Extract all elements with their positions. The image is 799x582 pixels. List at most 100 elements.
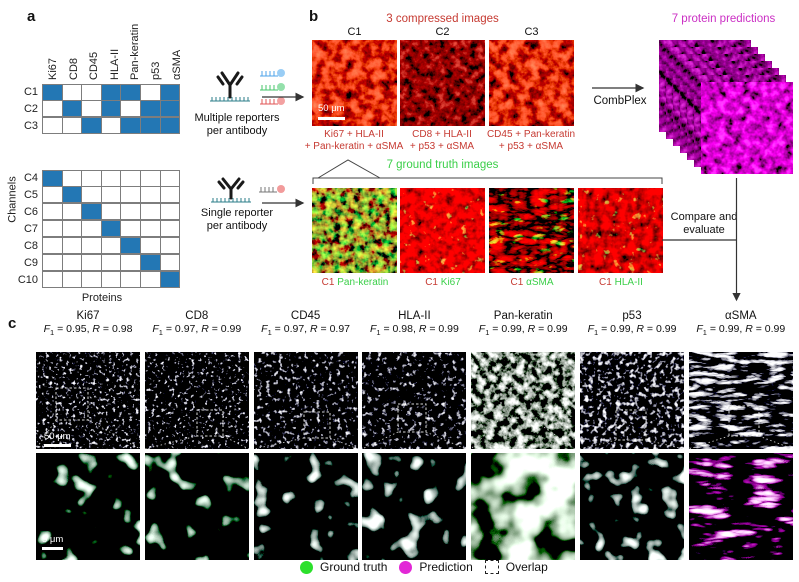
matrix-cell [42, 84, 63, 101]
matrix-cell [81, 254, 102, 271]
channel-label-c3: C3 [524, 26, 539, 38]
matrix-cell [159, 170, 181, 187]
protein-stats: F1 = 0.95, R = 0.98 [43, 323, 133, 338]
matrix-cell [61, 220, 83, 237]
protein-column: CD45 F1 = 0.97, R = 0.97 [253, 310, 358, 572]
matrix-row: C4 [17, 170, 181, 187]
protein-stats: F1 = 0.97, R = 0.97 [261, 323, 351, 338]
protein-column: Ki67 F1 = 0.95, R = 0.98 50 μm 5 μm [36, 310, 140, 572]
channel-label: C4 [23, 172, 38, 184]
inset-box [196, 409, 224, 437]
panel-c-label: c [8, 315, 17, 332]
zoomed-inset-image [580, 453, 684, 560]
matrix-cell [120, 220, 141, 237]
matrix-cell [159, 117, 181, 134]
matrix-cell [159, 84, 181, 101]
matrix-cell [159, 220, 181, 237]
matrix-cell [139, 186, 161, 203]
gt-channel: C1 [321, 277, 335, 288]
protein-axis-label: Pan-keratin [129, 23, 142, 80]
matrix-cell [42, 254, 63, 271]
matrix-cell [42, 186, 63, 203]
compressed-channel-matrix: C1 C2 C3 [17, 84, 181, 135]
matrix-cell [159, 254, 181, 271]
matrix-cell [42, 100, 63, 117]
matrix-cell [100, 100, 122, 117]
matrix-cell [159, 271, 181, 288]
channel-label-c2: C2 [435, 26, 450, 38]
matrix-cell [42, 170, 63, 187]
matrix-cell [139, 117, 161, 134]
overlay-image [471, 352, 576, 449]
matrix-cell [61, 237, 83, 254]
matrix-cell [61, 203, 83, 220]
legend: Ground truth Prediction Overlap [300, 560, 548, 574]
matrix-cell [120, 100, 141, 117]
matrix-cell [100, 170, 122, 187]
matrix-cell [100, 220, 122, 237]
protein-column: Pan-keratin F1 = 0.99, R = 0.99 [471, 310, 576, 572]
matrix-cell [139, 254, 161, 271]
matrix-cell [61, 117, 83, 134]
matrix-cell [120, 84, 141, 101]
protein-name: p53 [622, 310, 642, 322]
protein-axis-label: HLA-II [108, 48, 121, 80]
matrix-cell [81, 271, 102, 288]
matrix-cell [100, 203, 122, 220]
matrix-cell [81, 220, 102, 237]
matrix-cell [61, 254, 83, 271]
caption-c2-line1: CD8 + HLA-II [412, 129, 472, 140]
gt-caption-pan-keratin: C1 Pan-keratin [300, 277, 410, 288]
panel-b-label: b [309, 8, 319, 25]
protein-stats: F1 = 0.99, R = 0.99 [696, 323, 786, 338]
matrix-cell [120, 203, 141, 220]
matrix-cell [159, 100, 181, 117]
zoomed-inset-image [36, 453, 140, 560]
matrix-cell [120, 117, 141, 134]
ground-truth-image-pan-keratin [312, 188, 397, 273]
compare-caption-line1: Compare and [670, 211, 738, 223]
matrix-cell [120, 237, 141, 254]
matrix-cell [81, 203, 102, 220]
gt-channel: C1 [425, 277, 438, 288]
matrix-cell [120, 170, 141, 187]
matrix-cell [81, 186, 102, 203]
channel-label: C7 [23, 223, 38, 235]
compressed-image-c2 [400, 40, 485, 126]
protein-name: Pan-keratin [493, 310, 553, 322]
matrix-cell [42, 203, 63, 220]
overlay-image [688, 352, 793, 449]
matrix-cell [61, 170, 83, 187]
prediction-dot-icon [399, 560, 413, 574]
ground-truth-image-ki67 [400, 188, 485, 273]
matrix-cell [61, 100, 83, 117]
gt-caption-asma: C1 αSMA [477, 277, 587, 288]
prediction-layer-front [701, 82, 793, 174]
matrix-cell [159, 186, 181, 203]
channel-label: C6 [23, 206, 38, 218]
matrix-cell [120, 186, 141, 203]
antibody-multi-reporter-icon [210, 69, 285, 105]
zoomed-inset-image [253, 453, 358, 560]
gt-protein: αSMA [526, 277, 554, 288]
gt-protein: HLA-II [614, 277, 643, 288]
predictions-title: 7 protein predictions [671, 13, 776, 25]
caption-c3-line1: CD45 + Pan-keratin [486, 129, 576, 140]
protein-stats: F1 = 0.98, R = 0.99 [369, 323, 459, 338]
matrix-row: C3 [17, 117, 181, 135]
matrix-cell [81, 117, 102, 134]
legend-ground-truth: Ground truth [300, 560, 387, 574]
single-channel-matrix: C4 C5 C6 C7 C8 C9 C10 [17, 170, 181, 289]
matrix-cell [100, 237, 122, 254]
compressed-images-title: 3 compressed images [386, 13, 499, 25]
protein-name: CD8 [185, 310, 209, 322]
matrix-row: C6 [17, 203, 181, 221]
matrix-cell [139, 237, 161, 254]
protein-column: p53 F1 = 0.99, R = 0.99 [580, 310, 684, 572]
channel-label: C5 [23, 189, 38, 201]
matrix-cell [139, 220, 161, 237]
compressed-image-c3 [489, 40, 574, 126]
gt-caption-hla-ii: C1 HLA-II [566, 277, 676, 288]
caption-c2-line2: + p53 + αSMA [409, 141, 475, 152]
multiple-reporters-caption-line2: per antibody [206, 125, 268, 137]
